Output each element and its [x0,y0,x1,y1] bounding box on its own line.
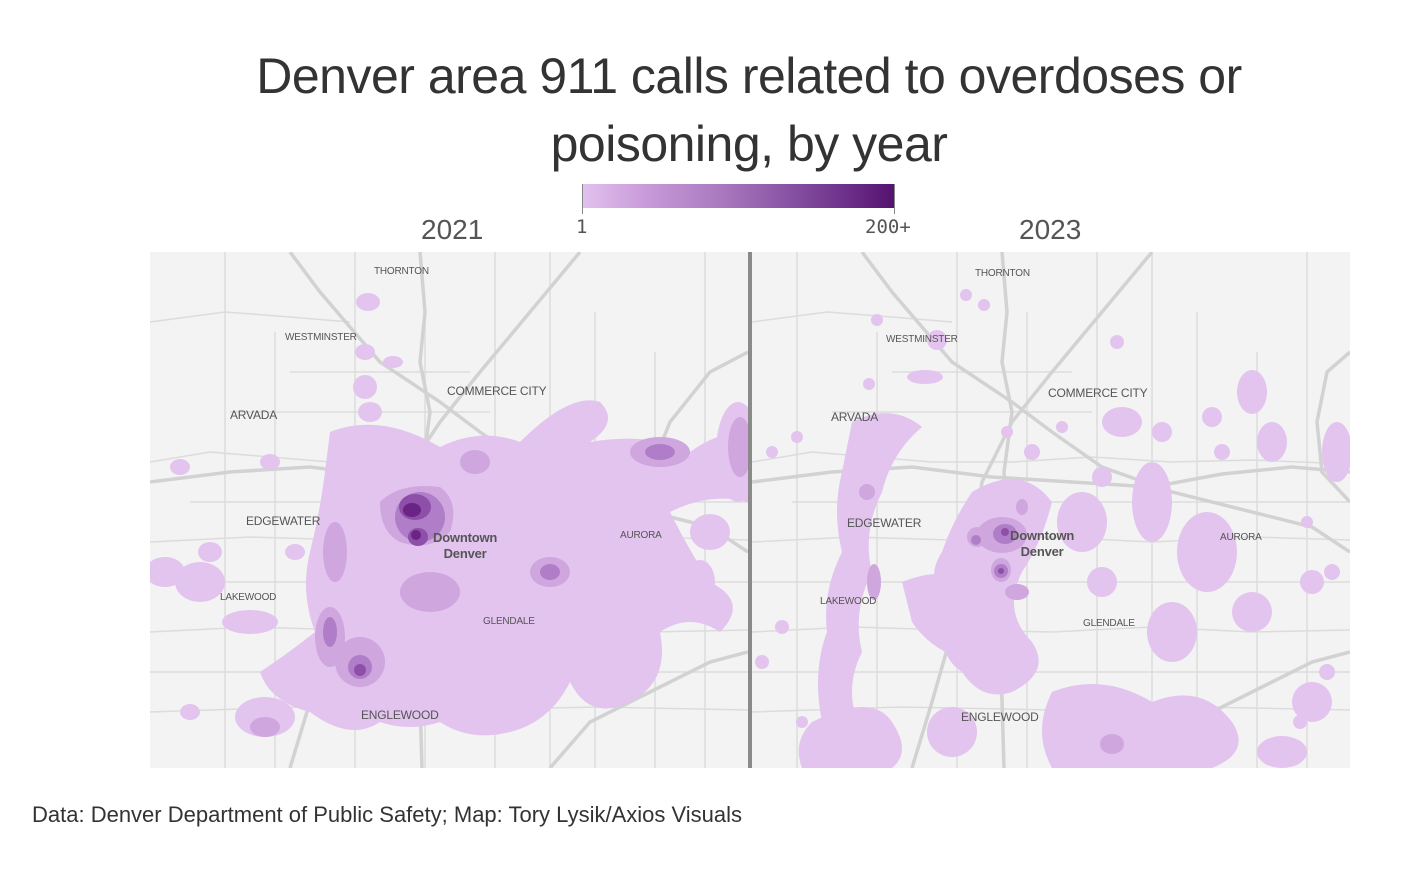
legend-max-label: 200+ [865,216,911,238]
label-thornton: THORNTON [374,266,429,277]
label-denver: Denver [1020,544,1064,559]
label-aurora: AURORA [620,530,662,541]
label-lakewood: LAKEWOOD [220,592,277,603]
heat-layer-1 [755,289,1350,768]
label-commerce-city: COMMERCE CITY [1048,386,1148,400]
legend-tick-min [582,184,583,214]
label-arvada: ARVADA [230,408,278,422]
legend-tick-max [894,184,895,214]
label-edgewater: EDGEWATER [847,516,922,530]
map-2021-svg [150,252,748,768]
label-lakewood: LAKEWOOD [820,596,877,607]
map-2023-svg [752,252,1350,768]
source-credit: Data: Denver Department of Public Safety… [32,802,743,827]
legend-gradient-bar [582,184,894,208]
panel-divider [748,252,752,768]
legend-min-label: 1 [576,216,588,238]
maps-container: THORNTON WESTMINSTER COMMERCE CITY ARVAD… [150,252,1350,768]
label-englewood: ENGLEWOOD [361,708,439,722]
label-aurora: AURORA [1220,532,1262,543]
label-westminster: WESTMINSTER [886,334,958,345]
year-label-2023: 2023 [1019,214,1082,245]
heat-layer-5 [403,503,421,540]
label-denver: Denver [443,546,487,561]
map-panel-2021[interactable]: THORNTON WESTMINSTER COMMERCE CITY ARVAD… [150,252,748,768]
heat-layer-4 [998,528,1009,574]
label-arvada: ARVADA [831,410,879,424]
label-thornton: THORNTON [975,268,1030,279]
year-label-2021: 2021 [421,214,484,245]
label-englewood: ENGLEWOOD [961,710,1039,724]
label-glendale: GLENDALE [483,616,535,627]
label-westminster: WESTMINSTER [285,332,357,343]
label-downtown: Downtown [1010,528,1075,543]
label-downtown: Downtown [433,530,498,545]
label-glendale: GLENDALE [1083,618,1135,629]
label-commerce-city: COMMERCE CITY [447,384,547,398]
color-legend: 1 200+ [576,184,911,238]
label-edgewater: EDGEWATER [246,514,321,528]
label-downtown-denver: Downtown Denver [1010,528,1074,560]
chart-title: Denver area 911 calls related to overdos… [256,48,1242,172]
label-downtown-denver: Downtown Denver [433,530,497,562]
map-panel-2023[interactable]: THORNTON WESTMINSTER COMMERCE CITY ARVAD… [752,252,1350,768]
